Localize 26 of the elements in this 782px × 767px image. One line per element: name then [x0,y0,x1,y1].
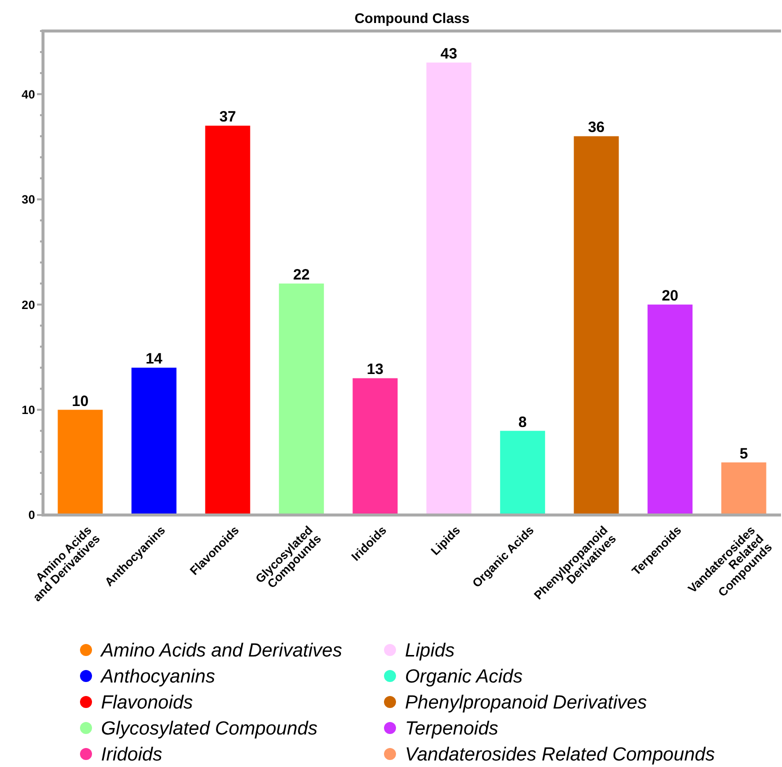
data-label: 10 [72,392,89,410]
legend-label: Vandaterosides Related Compounds [405,744,716,766]
data-label: 43 [440,46,458,63]
legend-label: Phenylpropanoid Derivatives [405,692,648,714]
data-label: 5 [740,445,748,462]
y-tick-label: 10 [22,402,36,417]
legend-label: Organic Acids [405,666,524,688]
data-label: 20 [662,288,678,305]
data-label: 37 [219,108,236,126]
data-label: 14 [146,350,163,368]
y-tick-label: 0 [28,508,36,522]
legend-label: Amino Acids and Derivatives [100,640,343,662]
data-label: 22 [293,266,310,284]
y-tick-label: 30 [22,192,36,207]
legend-label: Terpenoids [405,718,499,740]
data-label: 13 [366,361,384,378]
data-label: 8 [518,414,527,431]
chart-title: Compound Class [354,10,470,26]
legend-label: Iridoids [101,744,163,766]
legend-label: Lipids [405,640,456,662]
legend-label: Anthocyanins [100,666,216,688]
y-tick-label: 20 [22,298,36,312]
data-label: 36 [588,119,605,136]
legend-label: Flavonoids [101,692,194,714]
y-tick-label: 40 [22,87,36,102]
legend-label: Glycosylated Compounds [101,718,318,740]
